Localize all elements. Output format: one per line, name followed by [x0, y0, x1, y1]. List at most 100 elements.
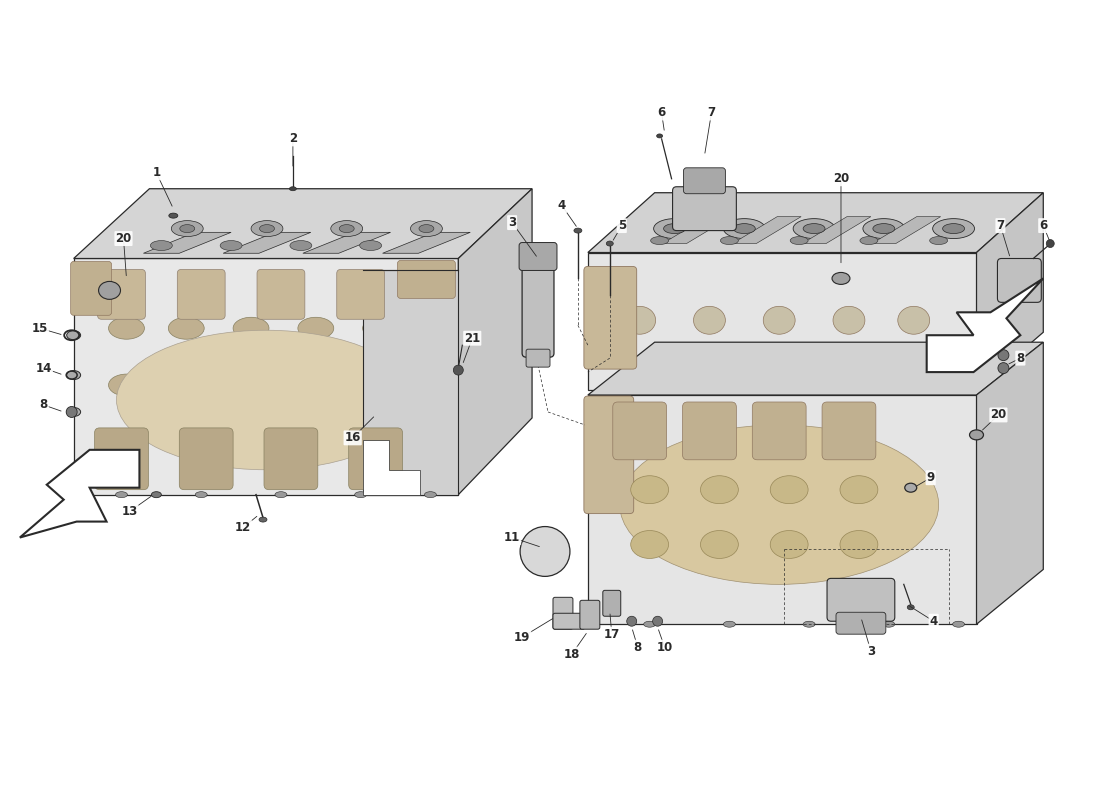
- Text: 7: 7: [707, 106, 715, 119]
- Text: 8: 8: [40, 398, 48, 411]
- Ellipse shape: [701, 530, 738, 558]
- Ellipse shape: [862, 218, 905, 238]
- Text: 21: 21: [464, 332, 481, 345]
- Circle shape: [453, 365, 463, 375]
- Ellipse shape: [116, 492, 128, 498]
- Polygon shape: [363, 440, 420, 494]
- Text: 11: 11: [504, 531, 520, 544]
- Ellipse shape: [630, 530, 669, 558]
- Circle shape: [1046, 239, 1054, 247]
- Ellipse shape: [425, 492, 437, 498]
- FancyBboxPatch shape: [580, 600, 600, 630]
- Ellipse shape: [873, 224, 894, 234]
- Polygon shape: [459, 189, 532, 494]
- Ellipse shape: [363, 318, 398, 339]
- Polygon shape: [74, 189, 532, 258]
- Text: 8: 8: [634, 641, 641, 654]
- Ellipse shape: [770, 530, 808, 558]
- Text: 18: 18: [563, 648, 580, 661]
- Ellipse shape: [803, 224, 825, 234]
- Ellipse shape: [701, 476, 738, 504]
- Ellipse shape: [109, 434, 144, 456]
- Polygon shape: [74, 258, 459, 494]
- Text: 6: 6: [658, 106, 666, 119]
- Ellipse shape: [109, 374, 144, 396]
- Ellipse shape: [734, 224, 756, 234]
- Ellipse shape: [624, 306, 656, 334]
- FancyBboxPatch shape: [522, 262, 554, 357]
- FancyBboxPatch shape: [613, 402, 667, 460]
- FancyBboxPatch shape: [553, 598, 573, 630]
- Ellipse shape: [233, 434, 270, 456]
- Ellipse shape: [168, 434, 205, 456]
- Ellipse shape: [969, 430, 983, 440]
- Ellipse shape: [220, 241, 242, 250]
- Ellipse shape: [168, 318, 205, 339]
- Ellipse shape: [233, 374, 270, 396]
- Circle shape: [998, 362, 1009, 374]
- Ellipse shape: [109, 318, 144, 339]
- Ellipse shape: [953, 622, 965, 627]
- Text: 10: 10: [657, 641, 673, 654]
- Ellipse shape: [331, 221, 363, 237]
- Text: 9: 9: [926, 471, 935, 484]
- FancyBboxPatch shape: [584, 396, 634, 514]
- Polygon shape: [662, 217, 732, 243]
- Ellipse shape: [290, 241, 311, 250]
- Ellipse shape: [363, 434, 398, 456]
- FancyBboxPatch shape: [672, 186, 736, 230]
- Ellipse shape: [419, 225, 433, 233]
- Ellipse shape: [943, 224, 965, 234]
- Ellipse shape: [117, 330, 416, 470]
- FancyBboxPatch shape: [526, 349, 550, 367]
- Ellipse shape: [574, 228, 582, 233]
- Text: 8: 8: [1016, 352, 1024, 365]
- FancyBboxPatch shape: [519, 242, 557, 270]
- Ellipse shape: [258, 517, 267, 522]
- Ellipse shape: [933, 218, 975, 238]
- FancyBboxPatch shape: [257, 270, 305, 319]
- Circle shape: [998, 350, 1009, 361]
- FancyBboxPatch shape: [264, 428, 318, 490]
- FancyBboxPatch shape: [682, 402, 736, 460]
- Circle shape: [627, 616, 637, 626]
- Ellipse shape: [298, 434, 333, 456]
- FancyBboxPatch shape: [827, 578, 894, 622]
- Ellipse shape: [289, 186, 296, 190]
- Text: 17: 17: [604, 628, 620, 641]
- FancyBboxPatch shape: [603, 590, 620, 616]
- Ellipse shape: [840, 476, 878, 504]
- Text: 13: 13: [121, 505, 138, 518]
- Ellipse shape: [724, 622, 736, 627]
- Polygon shape: [977, 342, 1043, 624]
- Circle shape: [652, 616, 662, 626]
- Text: 3: 3: [508, 216, 516, 229]
- FancyBboxPatch shape: [98, 270, 145, 319]
- Polygon shape: [223, 232, 311, 254]
- Polygon shape: [802, 217, 871, 243]
- Ellipse shape: [179, 225, 195, 233]
- Ellipse shape: [930, 237, 947, 245]
- Ellipse shape: [298, 374, 333, 396]
- FancyBboxPatch shape: [95, 428, 148, 490]
- Ellipse shape: [298, 318, 333, 339]
- Ellipse shape: [195, 492, 207, 498]
- Ellipse shape: [260, 225, 275, 233]
- Text: 4: 4: [930, 614, 938, 628]
- Polygon shape: [383, 232, 471, 254]
- Ellipse shape: [619, 425, 938, 584]
- Ellipse shape: [644, 622, 656, 627]
- Text: 14: 14: [35, 362, 52, 374]
- Ellipse shape: [720, 237, 738, 245]
- Circle shape: [520, 526, 570, 576]
- Polygon shape: [143, 232, 231, 254]
- FancyBboxPatch shape: [177, 270, 225, 319]
- Ellipse shape: [653, 218, 695, 238]
- Polygon shape: [587, 193, 1043, 253]
- Polygon shape: [20, 450, 140, 538]
- Ellipse shape: [67, 407, 80, 417]
- Ellipse shape: [172, 221, 204, 237]
- FancyBboxPatch shape: [822, 402, 876, 460]
- Ellipse shape: [908, 605, 914, 610]
- Ellipse shape: [363, 374, 398, 396]
